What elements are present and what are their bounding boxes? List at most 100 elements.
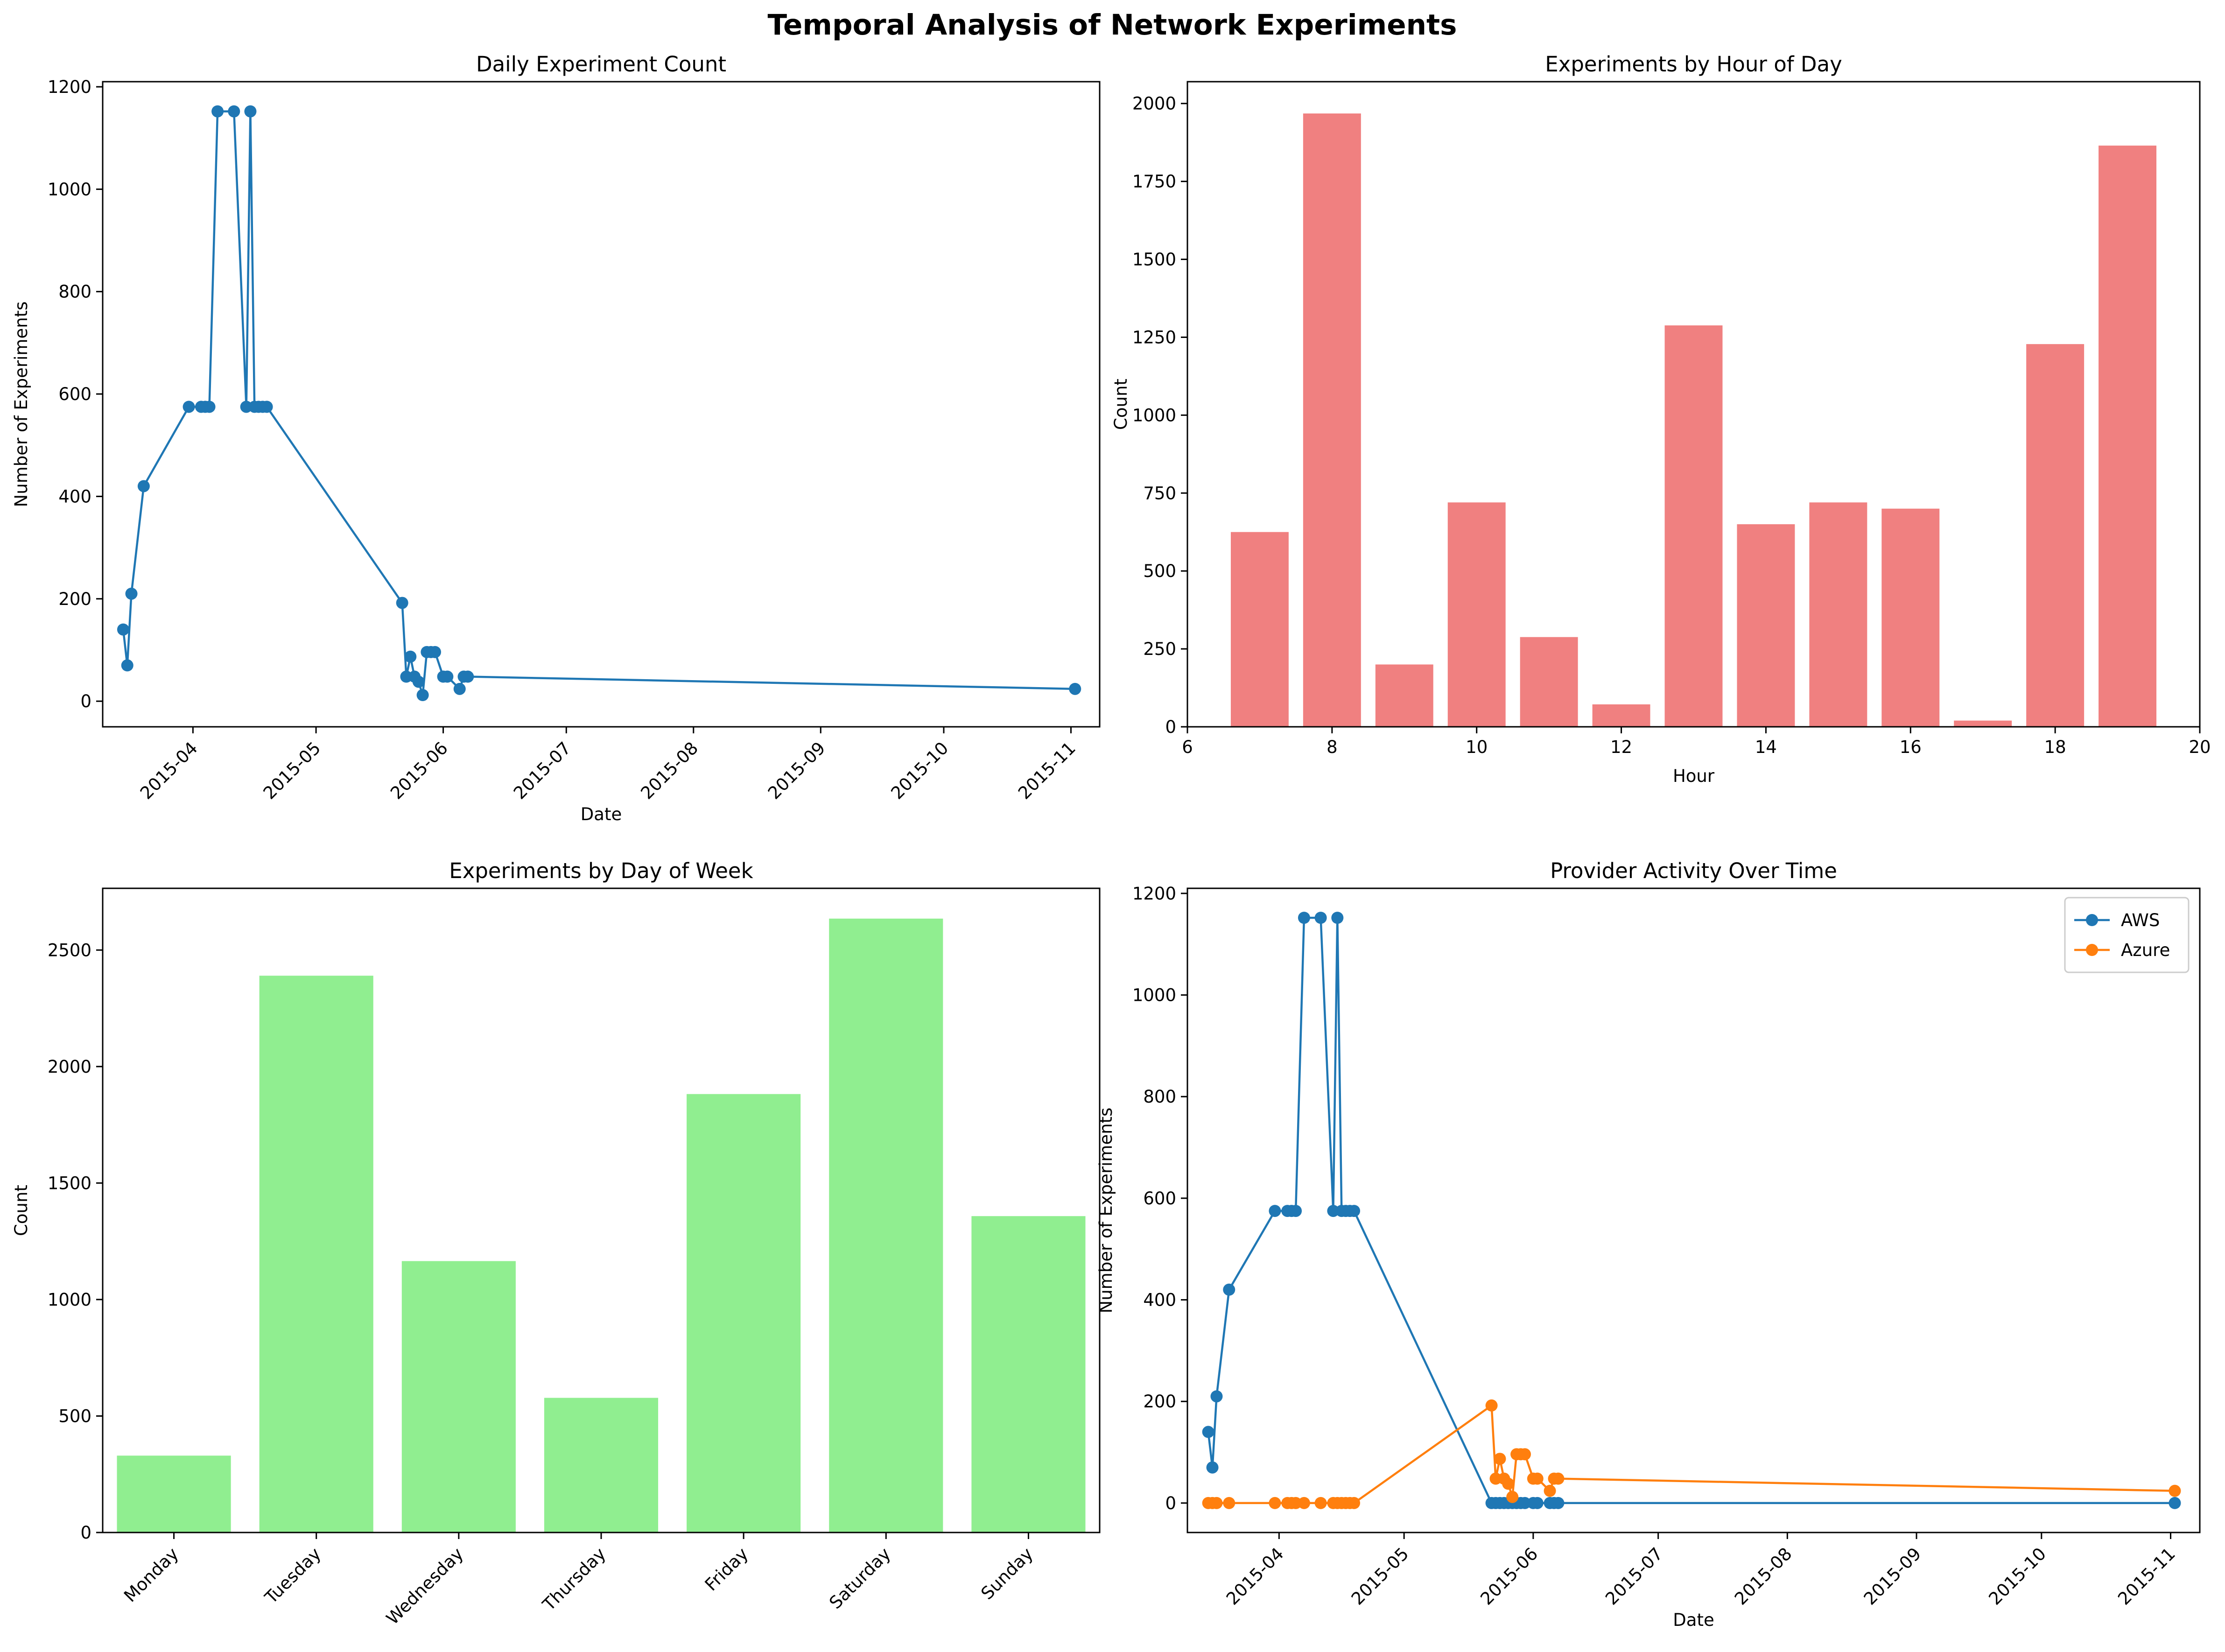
data-point-azure [1489, 1472, 1502, 1485]
data-point-aws [1331, 912, 1344, 924]
y-tick-label: 2000 [48, 1057, 91, 1077]
panel-experiments-by-hour: Experiments by Hour of Day 0 250 500 750 1000… [1111, 52, 2211, 786]
x-tick-label: 14 [1755, 737, 1777, 757]
chart-title: Experiments by Hour of Day [1545, 52, 1842, 77]
x-tick-label: 8 [1327, 737, 1338, 757]
plot-area [1230, 113, 2157, 727]
data-point-series [404, 650, 417, 663]
bar-hour-11 [1520, 637, 1578, 727]
bar-tuesday [259, 976, 373, 1532]
data-point-series [137, 480, 150, 492]
legend-box [2064, 897, 2190, 973]
y-tick-label: 800 [58, 282, 91, 302]
bar-friday [687, 1094, 801, 1532]
bar-hour-17 [1954, 720, 2012, 727]
bar-hour-14 [1737, 524, 1795, 727]
data-point-series [244, 105, 257, 118]
data-point-series [228, 105, 240, 118]
y-tick-label: 1000 [1132, 405, 1176, 425]
data-point-azure [1298, 1497, 1310, 1509]
data-point-aws [2169, 1497, 2181, 1509]
y-axis-label: Count [11, 1185, 31, 1236]
data-point-aws [1206, 1461, 1219, 1474]
figure-title: Temporal Analysis of Network Experiments [768, 8, 1457, 42]
y-tick-label: 600 [58, 384, 91, 404]
x-axis-label: Date [1673, 1610, 1714, 1630]
data-point-series [117, 623, 129, 636]
y-tick-label: 1200 [48, 77, 91, 97]
data-point-aws [1327, 1205, 1340, 1217]
y-tick-label: 400 [1143, 1290, 1176, 1310]
data-point-series [203, 401, 216, 413]
data-point-series [121, 659, 133, 672]
data-point-aws [1269, 1205, 1281, 1217]
y-tick-label: 200 [58, 589, 91, 609]
bar-hour-12 [1592, 704, 1650, 727]
y-axis-label: Number of Experiments [11, 302, 31, 507]
y-tick-label: 750 [1143, 483, 1176, 503]
plot-area [117, 918, 1086, 1532]
y-tick-label: 0 [80, 691, 91, 711]
data-point-azure [1210, 1497, 1223, 1509]
bar-hour-9 [1375, 664, 1433, 727]
bar-hour-8 [1303, 113, 1361, 727]
y-axis-label: Number of Experiments [1096, 1108, 1116, 1314]
y-tick-label: 250 [1143, 639, 1176, 659]
data-point-series [211, 105, 224, 118]
chart-title: Provider Activity Over Time [1550, 858, 1837, 883]
y-tick-label: 1500 [48, 1173, 91, 1193]
y-tick-label: 0 [80, 1523, 91, 1543]
bar-saturday [829, 918, 943, 1532]
data-point-aws [1531, 1497, 1544, 1509]
axes-frame [1186, 81, 2201, 728]
x-tick-label: 20 [2189, 737, 2211, 757]
data-point-azure [1552, 1472, 1565, 1485]
y-tick-label: 800 [1143, 1087, 1176, 1107]
x-tick-label: 16 [1900, 737, 1922, 757]
y-tick-label: 1500 [1132, 250, 1176, 270]
chart-title: Daily Experiment Count [476, 52, 726, 77]
bar-hour-15 [1809, 502, 1867, 727]
y-tick-label: 400 [58, 486, 91, 506]
data-point-azure [1494, 1453, 1506, 1465]
data-point-series [453, 682, 466, 695]
data-point-azure [1502, 1477, 1515, 1490]
data-point-azure [1531, 1472, 1544, 1485]
data-point-series [396, 597, 408, 609]
data-point-series [416, 689, 429, 701]
data-point-series [260, 401, 273, 413]
y-tick-label: 1000 [48, 179, 91, 199]
bar-monday [117, 1455, 231, 1532]
y-tick-label: 1750 [1132, 172, 1176, 192]
y-tick-label: 1250 [1132, 327, 1176, 347]
bar-wednesday [401, 1261, 516, 1532]
bar-hour-16 [1881, 508, 1940, 727]
data-point-azure [1544, 1484, 1556, 1497]
x-tick-label: 6 [1182, 737, 1193, 757]
data-point-aws [1348, 1205, 1361, 1217]
data-point-aws [1202, 1426, 1214, 1438]
bar-hour-18 [2026, 344, 2085, 727]
bar-thursday [544, 1398, 659, 1532]
y-tick-label: 0 [1165, 717, 1176, 737]
bar-hour-19 [2099, 145, 2157, 727]
data-point-aws [1223, 1283, 1235, 1296]
y-tick-label: 500 [1143, 561, 1176, 581]
data-point-azure [1223, 1497, 1235, 1509]
y-axis-label: Count [1111, 379, 1131, 430]
data-point-azure [1519, 1448, 1531, 1461]
x-axis-label: Date [581, 804, 622, 824]
legend-entry: Azure [2121, 940, 2170, 960]
data-point-series [462, 670, 474, 683]
legend-swatch-marker [2086, 914, 2098, 926]
legend-swatch-marker [2086, 944, 2098, 956]
data-point-azure [1485, 1399, 1498, 1412]
data-point-aws [1314, 912, 1327, 924]
data-point-series [429, 646, 441, 658]
bar-hour-13 [1664, 325, 1723, 727]
data-point-series [182, 401, 195, 413]
y-tick-label: 600 [1143, 1188, 1176, 1209]
data-point-aws [1290, 1205, 1302, 1217]
legend-entry: AWS [2121, 910, 2160, 930]
